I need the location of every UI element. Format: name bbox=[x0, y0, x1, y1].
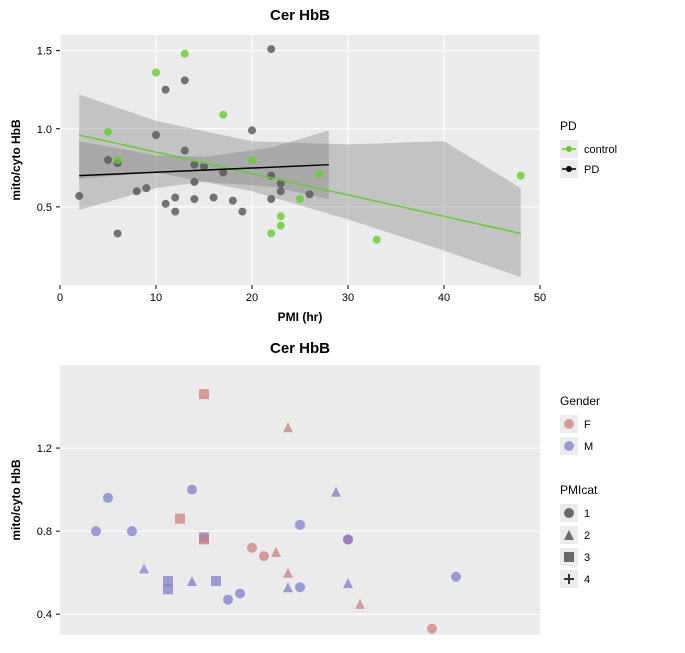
marker-square bbox=[163, 584, 173, 594]
legend-pmicat-label: 1 bbox=[584, 508, 590, 520]
ytick-label: 0.4 bbox=[37, 609, 52, 621]
legend-pmicat-label: 4 bbox=[584, 574, 590, 586]
legend-pmicat-label: 3 bbox=[584, 552, 590, 564]
marker-circle bbox=[427, 624, 437, 634]
point-pd bbox=[229, 197, 237, 205]
ytick-label: 0.5 bbox=[37, 202, 52, 214]
marker-circle bbox=[187, 485, 197, 495]
marker-circle bbox=[127, 526, 137, 536]
point-pd bbox=[277, 187, 285, 195]
marker-circle bbox=[103, 493, 113, 503]
marker-square bbox=[211, 576, 221, 586]
xtick-label: 50 bbox=[534, 292, 546, 304]
point-pd bbox=[133, 187, 141, 195]
point-pd bbox=[142, 184, 150, 192]
point-pd bbox=[267, 195, 275, 203]
xtick-label: 30 bbox=[342, 292, 354, 304]
point-control bbox=[114, 156, 122, 164]
legend-gender-dot bbox=[564, 419, 574, 429]
marker-square bbox=[564, 552, 574, 562]
point-control bbox=[373, 236, 381, 244]
point-pd bbox=[171, 194, 179, 202]
marker-circle bbox=[295, 520, 305, 530]
bottom-panel bbox=[60, 365, 540, 635]
legend-gender-title: Gender bbox=[560, 394, 600, 408]
point-control bbox=[104, 128, 112, 136]
point-control bbox=[315, 170, 323, 178]
point-pd bbox=[114, 229, 122, 237]
marker-circle bbox=[343, 534, 353, 544]
legend-label: PD bbox=[584, 164, 599, 176]
point-pd bbox=[238, 208, 246, 216]
legend-dot bbox=[566, 166, 572, 172]
point-pd bbox=[75, 192, 83, 200]
marker-square bbox=[199, 534, 209, 544]
xtick-label: 40 bbox=[438, 292, 450, 304]
point-pd bbox=[181, 76, 189, 84]
bottom-ylabel: mito/cyto HbB bbox=[9, 459, 23, 541]
point-control bbox=[296, 195, 304, 203]
xtick-label: 0 bbox=[57, 292, 63, 304]
bottom-chart-title: Cer HbB bbox=[270, 340, 330, 357]
marker-circle bbox=[235, 588, 245, 598]
point-pd bbox=[306, 190, 314, 198]
marker-circle bbox=[451, 572, 461, 582]
marker-circle bbox=[247, 543, 257, 553]
legend-label: control bbox=[584, 144, 617, 156]
legend-pmicat-label: 2 bbox=[584, 530, 590, 542]
point-control bbox=[277, 212, 285, 220]
point-pd bbox=[190, 195, 198, 203]
legend-gender-dot bbox=[564, 441, 574, 451]
marker-circle bbox=[259, 551, 269, 561]
point-pd bbox=[267, 45, 275, 53]
legend-dot bbox=[566, 146, 572, 152]
ytick-label: 1.5 bbox=[37, 46, 52, 58]
xtick-label: 20 bbox=[246, 292, 258, 304]
point-pd bbox=[104, 156, 112, 164]
point-pd bbox=[190, 178, 198, 186]
top-ylabel: mito/cyto HbB bbox=[9, 119, 23, 201]
point-control bbox=[267, 229, 275, 237]
point-pd bbox=[210, 194, 218, 202]
marker-circle bbox=[91, 526, 101, 536]
point-control bbox=[248, 156, 256, 164]
point-pd bbox=[162, 86, 170, 94]
point-pd bbox=[152, 131, 160, 139]
marker-circle bbox=[564, 508, 574, 518]
legend-gender-label: F bbox=[584, 419, 591, 431]
point-control bbox=[277, 222, 285, 230]
point-pd bbox=[248, 126, 256, 134]
legend-pmicat-title: PMIcat bbox=[560, 483, 598, 497]
marker-circle bbox=[295, 582, 305, 592]
marker-circle bbox=[223, 595, 233, 605]
ytick-label: 1.0 bbox=[37, 124, 52, 136]
point-control bbox=[152, 69, 160, 77]
point-pd bbox=[162, 200, 170, 208]
point-control bbox=[517, 172, 525, 180]
xtick-label: 10 bbox=[150, 292, 162, 304]
marker-square bbox=[199, 389, 209, 399]
top-xlabel: PMI (hr) bbox=[278, 310, 323, 324]
top-chart-title: Cer HbB bbox=[270, 7, 330, 24]
point-control bbox=[219, 111, 227, 119]
ytick-label: 0.8 bbox=[37, 526, 52, 538]
marker-square bbox=[175, 514, 185, 524]
point-pd bbox=[171, 208, 179, 216]
legend-gender-label: M bbox=[584, 441, 593, 453]
point-pd bbox=[181, 147, 189, 155]
top-legend-title: PD bbox=[560, 119, 577, 133]
ytick-label: 1.2 bbox=[37, 443, 52, 455]
point-control bbox=[181, 50, 189, 58]
